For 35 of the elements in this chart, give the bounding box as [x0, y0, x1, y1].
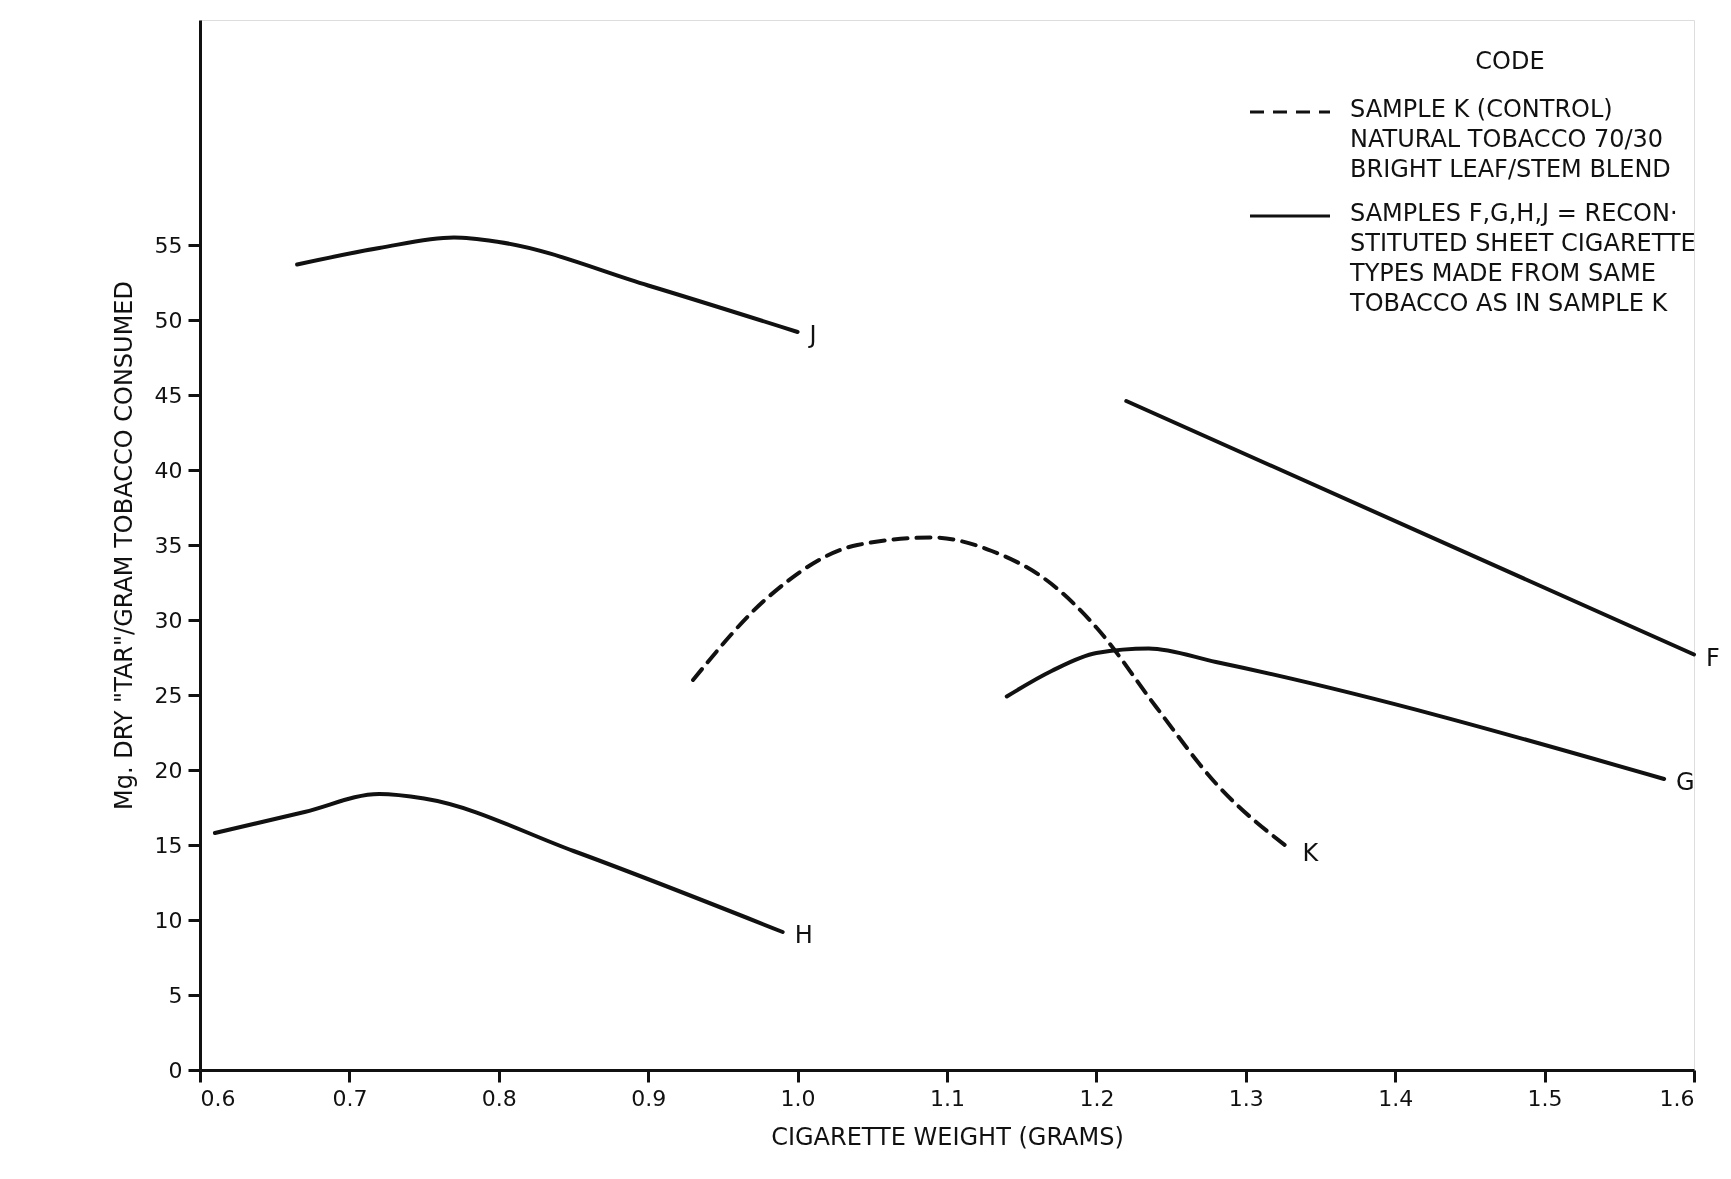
- y-axis-title: Mg. DRY "TAR"/GRAM TOBACCO CONSUMED: [109, 280, 138, 811]
- annotation: SAMPLE K (CONTROL) NATURAL TOBACCO 70/30 BRIGHT LEAF/STEM BLEND: [1350, 95, 1671, 183]
- x-tick-label: 1.6: [1659, 1085, 1695, 1111]
- y-tick-label: 40: [154, 457, 183, 483]
- y-tick-label: 5: [168, 982, 183, 1008]
- x-tick-label: 0.7: [332, 1085, 368, 1111]
- line-series: [295, 235, 800, 334]
- x-tick-label: 1.0: [780, 1085, 816, 1111]
- y-tick-label: 55: [154, 232, 183, 258]
- y-tick-label: 35: [154, 532, 183, 558]
- x-tick-label: 1.4: [1378, 1085, 1414, 1111]
- x-tick-label: 1.2: [1079, 1085, 1115, 1111]
- y-tick-label: 20: [154, 757, 183, 783]
- series-label: F: [1706, 643, 1720, 672]
- series-label: J: [807, 321, 817, 349]
- annotation: SAMPLES F,G,H,J = RECON· STITUTED SHEET CIGARETTE TYPES MADE FROM SAME TOBACCO AS IN SAMPLE K: [1349, 199, 1696, 317]
- x-tick-label: 0.6: [200, 1085, 236, 1111]
- series-label: H: [794, 921, 813, 949]
- x-axis-title: CIGARETTE WEIGHT (GRAMS): [771, 1122, 1124, 1151]
- x-tick-label: 0.8: [481, 1085, 517, 1111]
- x-tick-label: 0.9: [631, 1085, 667, 1111]
- x-tick-label: 1.3: [1228, 1085, 1264, 1111]
- y-tick-label: 50: [154, 307, 183, 333]
- y-tick-label: 0: [168, 1057, 183, 1083]
- annotation: CODE: [1475, 47, 1545, 75]
- x-tick-label: 1.1: [930, 1085, 965, 1111]
- x-tick-label: 1.5: [1527, 1085, 1563, 1111]
- line-series: [212, 792, 785, 934]
- y-tick-label: 10: [154, 907, 183, 933]
- y-tick-label: 25: [154, 682, 183, 708]
- series-label: K: [1302, 838, 1320, 867]
- series-label: G: [1676, 768, 1695, 796]
- y-tick-label: 15: [154, 832, 183, 858]
- y-tick-label: 30: [154, 607, 183, 633]
- y-tick-label: 45: [154, 382, 183, 408]
